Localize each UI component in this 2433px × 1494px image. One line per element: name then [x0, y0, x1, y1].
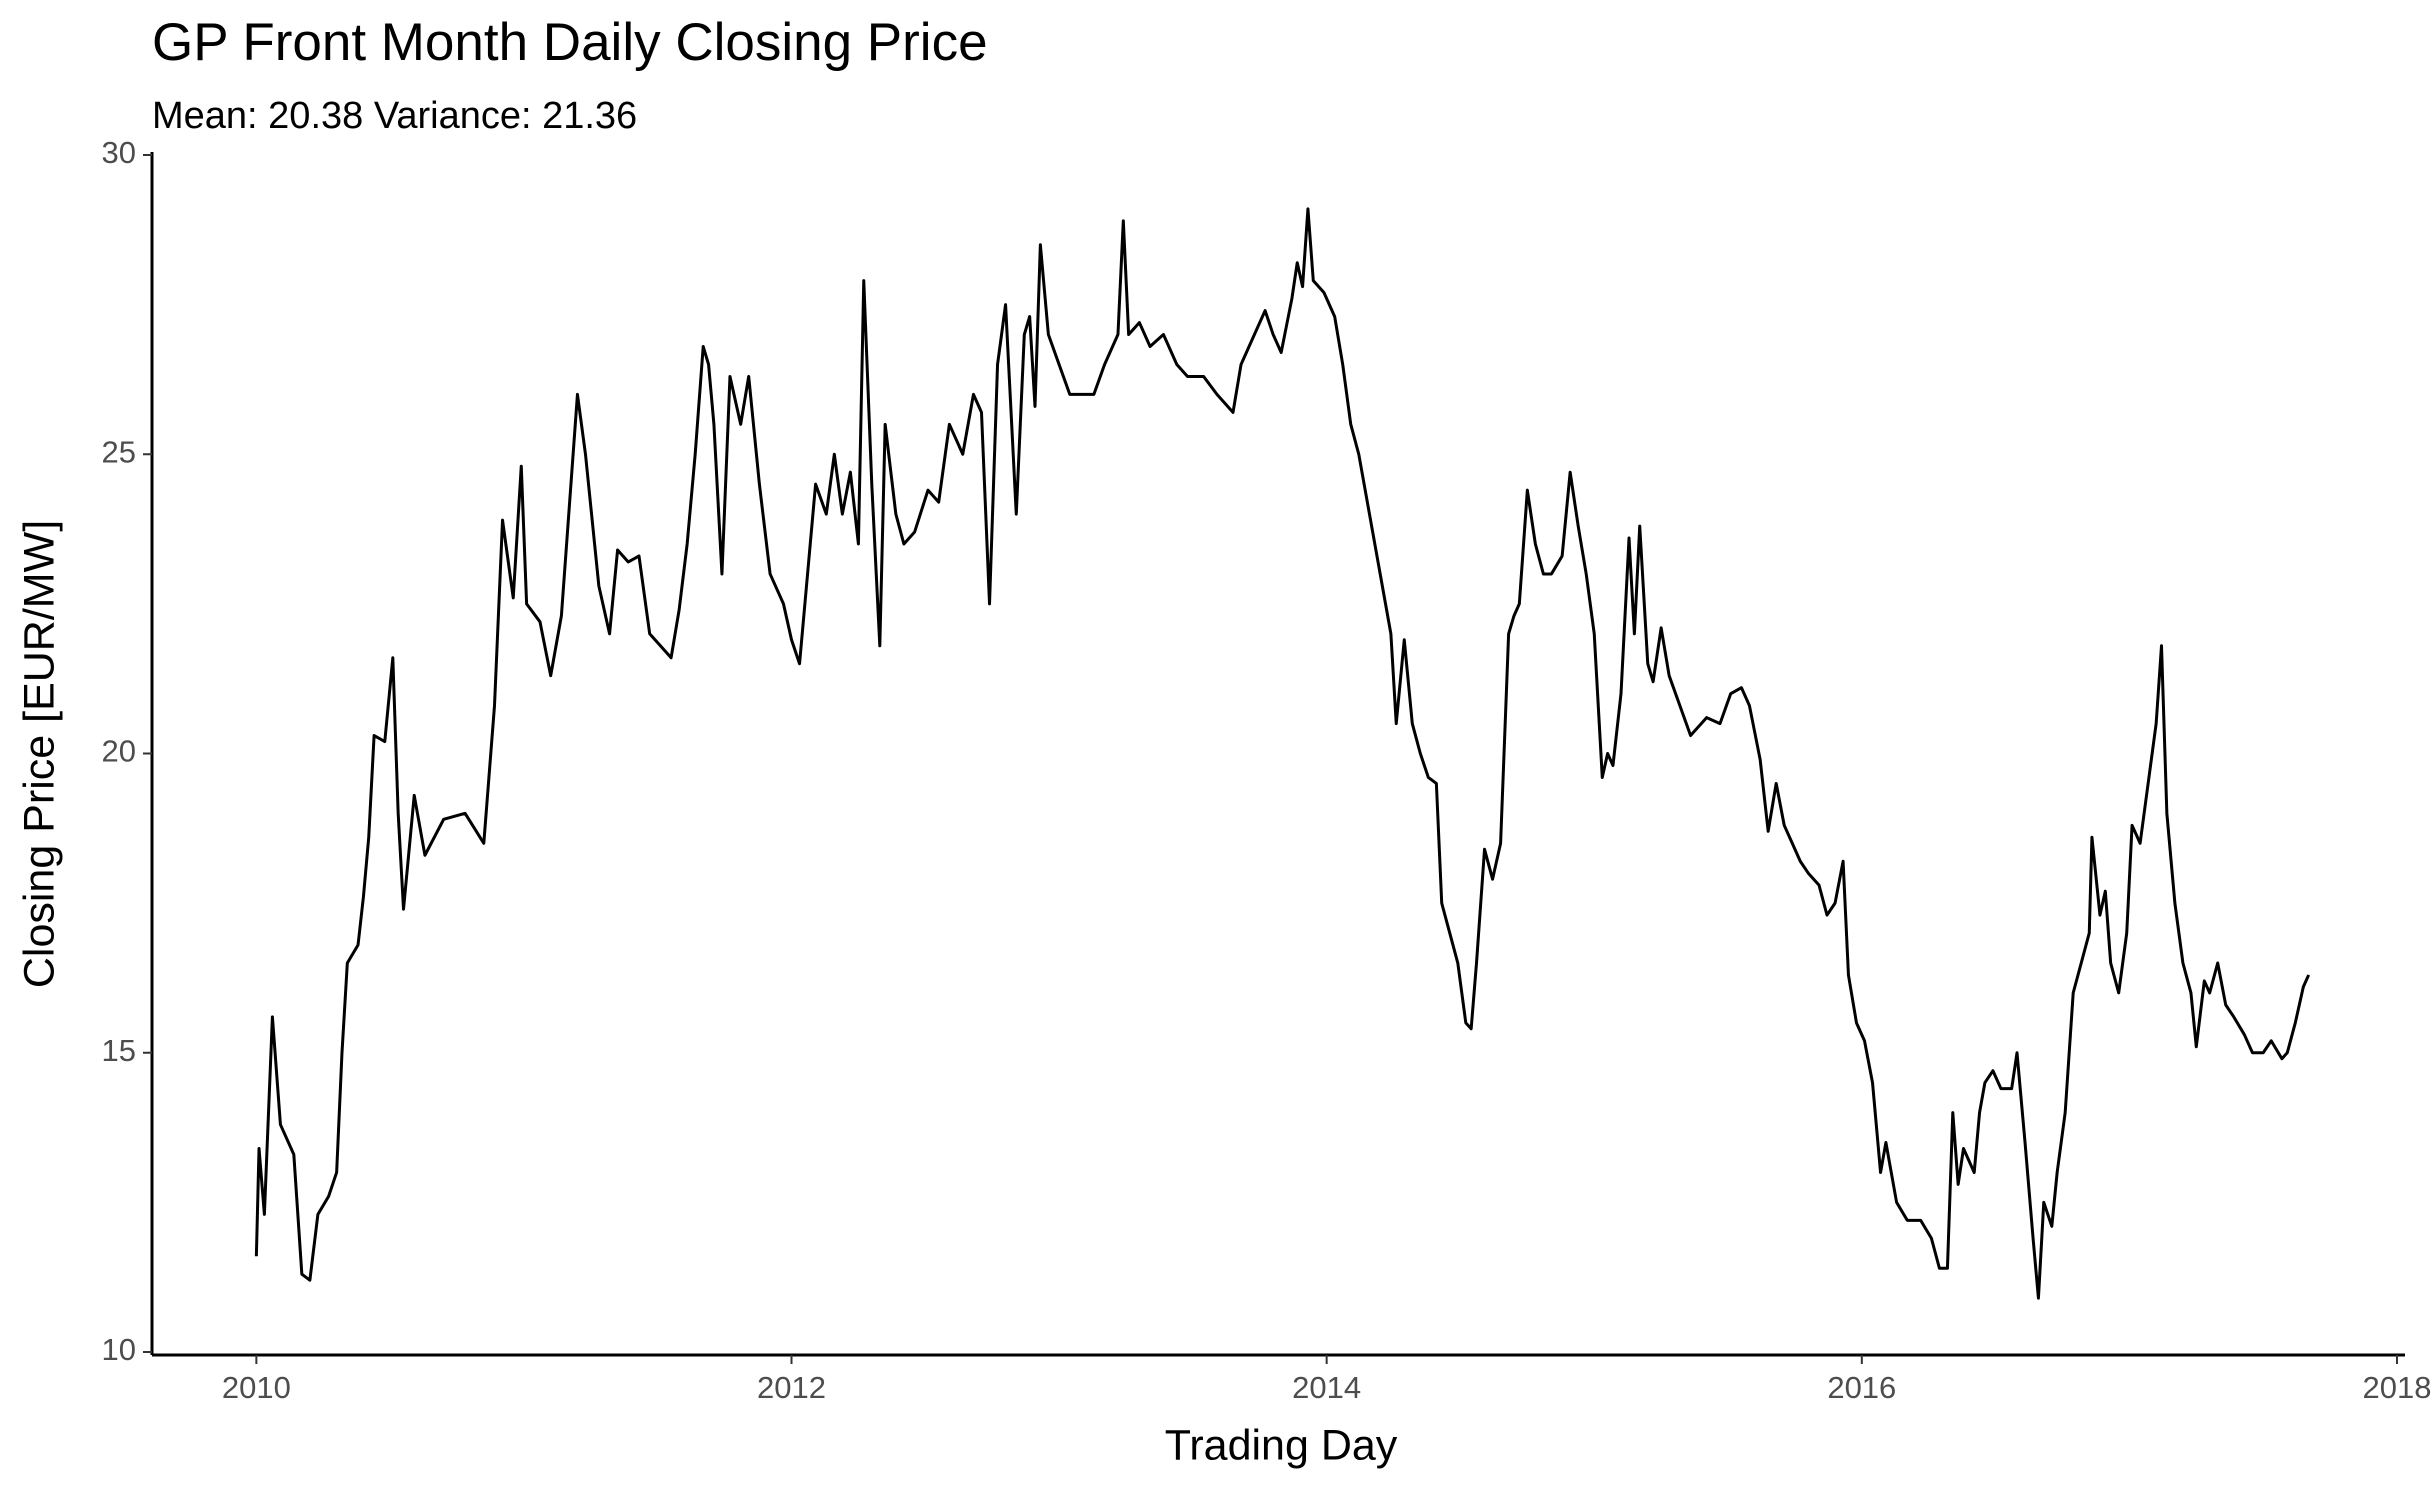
x-tick-label: 2012 — [757, 1370, 826, 1405]
x-tick-label: 2018 — [2362, 1370, 2431, 1405]
x-tick-label: 2014 — [1292, 1370, 1361, 1405]
price-line — [254, 207, 2311, 1300]
chart-subtitle: Mean: 20.38 Variance: 21.36 — [152, 95, 637, 137]
y-tick-label: 10 — [102, 1332, 136, 1367]
y-axis-title: Closing Price [EUR/MW] — [15, 520, 63, 988]
y-tick-label: 15 — [102, 1033, 136, 1068]
x-axis-title: Trading Day — [1165, 1421, 1398, 1469]
chart-title: GP Front Month Daily Closing Price — [152, 13, 988, 72]
y-tick-label: 25 — [102, 434, 136, 469]
x-tick-label: 2016 — [1827, 1370, 1896, 1405]
y-tick-label: 20 — [102, 734, 136, 769]
x-tick-label: 2010 — [222, 1370, 291, 1405]
y-tick-label: 30 — [102, 135, 136, 170]
